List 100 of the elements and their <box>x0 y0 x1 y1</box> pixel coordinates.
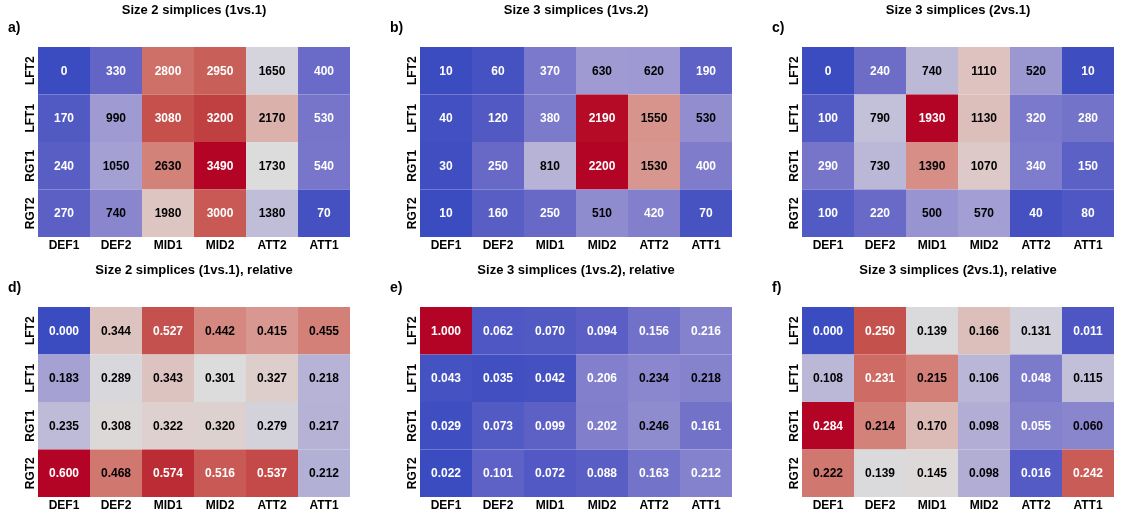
data-label: 810 <box>539 158 561 173</box>
data-label: 1070 <box>970 158 998 173</box>
data-label: 0.062 <box>482 323 514 338</box>
data-label: 3000 <box>206 206 234 221</box>
data-label: 740 <box>105 206 127 221</box>
x-tick-label: ATT2 <box>257 237 287 252</box>
data-label: 790 <box>869 111 891 126</box>
data-label: 0.106 <box>968 371 1000 386</box>
data-label: 240 <box>869 63 891 78</box>
chart-title: Size 3 simplices (2vs.1), relative <box>859 262 1057 277</box>
data-label: 0.537 <box>256 466 288 481</box>
text: e) <box>390 279 403 295</box>
data-label: 0.322 <box>152 418 184 433</box>
x-tick-label: ATT1 <box>691 497 721 511</box>
data-label: 80 <box>1081 206 1095 221</box>
data-label: 160 <box>487 206 509 221</box>
data-label: 500 <box>921 206 943 221</box>
data-label: 420 <box>643 206 665 221</box>
data-label: 1930 <box>918 111 946 126</box>
data-label: 0.000 <box>812 323 844 338</box>
data-label: 400 <box>313 63 335 78</box>
data-label: 0.344 <box>100 323 132 338</box>
data-label: 0.218 <box>690 371 722 386</box>
data-label: 0.279 <box>256 418 288 433</box>
data-label: 0.218 <box>308 371 340 386</box>
data-label: 2800 <box>154 63 182 78</box>
data-label: 0.222 <box>812 466 844 481</box>
data-label: 1530 <box>640 158 668 173</box>
data-label: 1110 <box>971 63 998 78</box>
text: f) <box>772 279 782 295</box>
data-label: 250 <box>539 206 561 221</box>
data-label: 620 <box>643 63 665 78</box>
x-tick-label: MID2 <box>205 237 235 252</box>
data-label: 0.235 <box>48 418 80 433</box>
x-tick-label: ATT1 <box>691 237 721 252</box>
data-label: 0.043 <box>430 371 462 386</box>
data-label: 0.289 <box>100 371 132 386</box>
x-tick-label: MID2 <box>587 237 617 252</box>
data-label: 1550 <box>640 111 668 126</box>
y-tick-label: RGT1 <box>786 409 801 442</box>
data-label: 0.072 <box>534 466 566 481</box>
y-tick-label: LFT2 <box>786 56 801 86</box>
x-tick-label: ATT1 <box>309 497 339 511</box>
x-tick-label: MID2 <box>969 497 999 511</box>
x-tick-label: DEF1 <box>48 497 80 511</box>
y-tick-label: RGT1 <box>22 409 37 442</box>
data-label: 0.343 <box>152 371 184 386</box>
y-tick-label: RGT2 <box>786 456 801 490</box>
y-tick-label: LFT1 <box>404 363 419 393</box>
data-label: 0.600 <box>48 466 80 481</box>
x-tick-label: MID2 <box>205 497 235 511</box>
data-label: 0.139 <box>916 323 948 338</box>
data-label: 730 <box>869 158 891 173</box>
data-label: 520 <box>1025 63 1047 78</box>
data-label: 0.131 <box>1020 323 1052 338</box>
data-label: 40 <box>1029 206 1043 221</box>
data-label: 0.442 <box>204 323 236 338</box>
data-label: 150 <box>1077 158 1099 173</box>
data-label: 0.029 <box>430 418 462 433</box>
data-label: 1050 <box>102 158 130 173</box>
y-tick-label: RGT1 <box>404 149 419 182</box>
data-label: 340 <box>1025 158 1047 173</box>
data-label: 60 <box>491 63 505 78</box>
x-tick-label: ATT2 <box>257 497 287 511</box>
data-label: 40 <box>439 111 453 126</box>
x-tick-label: ATT2 <box>639 497 669 511</box>
data-label: 0.161 <box>690 418 722 433</box>
data-label: 0.035 <box>482 371 514 386</box>
x-tick-label: ATT2 <box>1021 237 1051 252</box>
data-label: 0.212 <box>308 466 340 481</box>
text: b) <box>390 19 404 35</box>
data-label: 0.212 <box>690 466 722 481</box>
data-label: 0.022 <box>430 466 462 481</box>
y-tick-label: RGT2 <box>404 196 419 230</box>
data-label: 3490 <box>206 158 234 173</box>
data-label: 570 <box>973 206 995 221</box>
x-tick-label: DEF2 <box>482 497 514 511</box>
data-label: 630 <box>591 63 613 78</box>
data-label: 0.217 <box>308 418 340 433</box>
text: a) <box>8 19 21 35</box>
data-label: 510 <box>591 206 613 221</box>
x-tick-label: ATT1 <box>1073 237 1103 252</box>
data-label: 0.234 <box>638 371 670 386</box>
data-label: 100 <box>817 206 839 221</box>
chart-title: Size 3 simplices (1vs.2) <box>503 2 649 17</box>
x-tick-label: DEF1 <box>812 237 844 252</box>
x-tick-label: MID1 <box>535 237 565 252</box>
data-label: 250 <box>487 158 509 173</box>
data-label: 0.101 <box>482 466 514 481</box>
x-tick-label: DEF1 <box>430 497 462 511</box>
data-label: 0 <box>60 63 68 78</box>
y-tick-label: LFT2 <box>22 316 37 346</box>
x-tick-label: ATT1 <box>309 237 339 252</box>
y-tick-label: LFT2 <box>404 56 419 86</box>
x-tick-label: DEF2 <box>482 237 514 252</box>
data-label: 530 <box>313 111 335 126</box>
x-tick-label: ATT2 <box>1021 497 1051 511</box>
data-label: 0.183 <box>48 371 80 386</box>
data-label: 1980 <box>154 206 182 221</box>
data-label: 100 <box>817 111 839 126</box>
